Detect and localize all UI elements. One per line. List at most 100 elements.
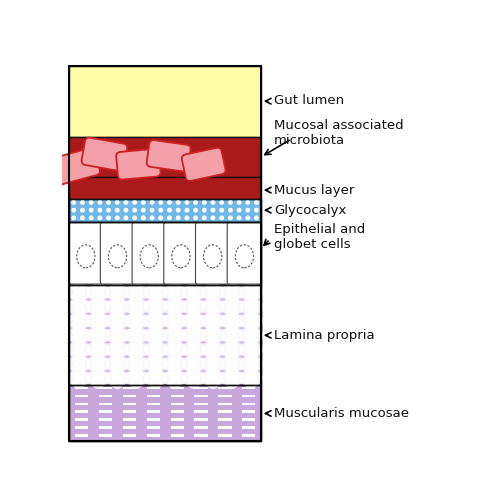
Circle shape	[150, 216, 154, 220]
Circle shape	[107, 216, 110, 220]
Circle shape	[211, 208, 215, 212]
Bar	[75, 434, 88, 436]
Circle shape	[185, 216, 189, 220]
Bar	[69, 137, 261, 177]
Circle shape	[182, 372, 196, 385]
Circle shape	[220, 300, 234, 314]
Circle shape	[225, 332, 239, 346]
Circle shape	[111, 282, 124, 296]
Circle shape	[129, 332, 143, 346]
Circle shape	[206, 304, 220, 318]
Circle shape	[187, 282, 201, 296]
Circle shape	[91, 339, 105, 352]
Circle shape	[111, 304, 124, 318]
Circle shape	[249, 342, 263, 356]
Circle shape	[239, 342, 253, 356]
Circle shape	[168, 296, 181, 310]
Bar	[242, 410, 255, 413]
Bar	[242, 402, 255, 405]
Circle shape	[245, 353, 258, 367]
Circle shape	[72, 368, 86, 381]
Circle shape	[220, 286, 234, 300]
Circle shape	[201, 314, 214, 328]
Circle shape	[111, 324, 124, 338]
Bar	[147, 418, 160, 421]
Circle shape	[91, 375, 105, 389]
Circle shape	[86, 314, 100, 328]
Circle shape	[105, 342, 119, 356]
Circle shape	[249, 286, 263, 300]
Circle shape	[111, 296, 124, 310]
Circle shape	[105, 372, 119, 385]
Circle shape	[149, 361, 163, 374]
Bar	[195, 418, 207, 421]
Circle shape	[124, 372, 138, 385]
Circle shape	[225, 318, 239, 332]
Bar	[218, 402, 232, 405]
Circle shape	[86, 342, 100, 356]
Circle shape	[168, 318, 181, 332]
Bar	[69, 285, 261, 386]
Circle shape	[135, 342, 149, 356]
FancyBboxPatch shape	[132, 223, 166, 284]
Bar	[242, 426, 255, 428]
Circle shape	[72, 216, 76, 220]
Circle shape	[206, 332, 220, 346]
Circle shape	[173, 357, 187, 371]
Circle shape	[201, 342, 214, 356]
Circle shape	[201, 286, 214, 300]
Circle shape	[173, 342, 187, 356]
Circle shape	[111, 339, 124, 352]
Circle shape	[81, 216, 84, 220]
Circle shape	[231, 328, 244, 342]
FancyBboxPatch shape	[82, 138, 127, 171]
Circle shape	[245, 290, 258, 303]
Circle shape	[201, 357, 214, 371]
Circle shape	[187, 346, 201, 360]
Circle shape	[239, 300, 253, 314]
Bar	[75, 402, 88, 405]
Circle shape	[176, 200, 180, 204]
Circle shape	[168, 332, 181, 346]
Circle shape	[124, 342, 138, 356]
Circle shape	[98, 208, 102, 212]
Circle shape	[168, 375, 181, 389]
Circle shape	[192, 357, 206, 371]
Circle shape	[107, 200, 110, 204]
Bar	[69, 222, 261, 285]
Bar	[99, 426, 112, 428]
Bar	[123, 402, 136, 405]
Circle shape	[135, 372, 149, 385]
Circle shape	[206, 368, 220, 381]
Bar	[147, 402, 160, 405]
Circle shape	[163, 342, 176, 356]
Circle shape	[239, 314, 253, 328]
Circle shape	[249, 314, 263, 328]
Circle shape	[159, 216, 163, 220]
Circle shape	[173, 286, 187, 300]
Bar	[195, 426, 207, 428]
Circle shape	[225, 375, 239, 389]
Circle shape	[245, 310, 258, 324]
Bar	[123, 426, 136, 428]
Bar	[75, 394, 88, 397]
Bar	[147, 426, 160, 428]
Circle shape	[116, 328, 129, 342]
Circle shape	[143, 357, 157, 371]
Circle shape	[111, 368, 124, 381]
Circle shape	[220, 314, 234, 328]
Circle shape	[182, 357, 196, 371]
Circle shape	[96, 314, 110, 328]
Circle shape	[78, 300, 91, 314]
Circle shape	[176, 216, 180, 220]
Circle shape	[124, 286, 138, 300]
Circle shape	[89, 216, 93, 220]
FancyBboxPatch shape	[52, 148, 100, 184]
Circle shape	[229, 200, 232, 204]
Bar	[99, 402, 112, 405]
Circle shape	[111, 290, 124, 303]
Text: Muscularis mucosae: Muscularis mucosae	[274, 407, 409, 420]
Circle shape	[72, 290, 86, 303]
Circle shape	[133, 216, 136, 220]
Circle shape	[168, 339, 181, 352]
